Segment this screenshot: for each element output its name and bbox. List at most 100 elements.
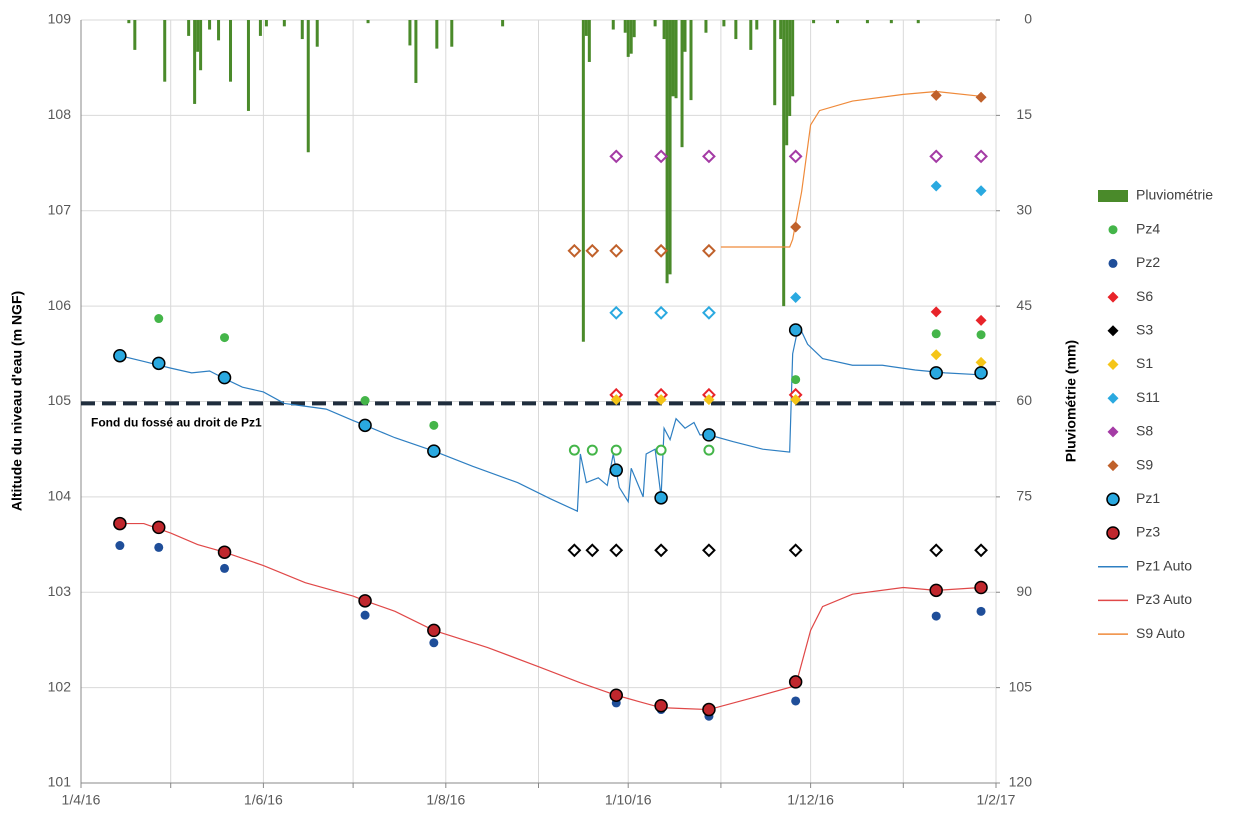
legend-label: S9 [1136,456,1153,472]
marker [931,611,941,621]
legend-label: Pz3 [1136,524,1160,540]
marker [702,305,716,320]
bar [782,20,786,307]
legend-swatch [1098,190,1128,202]
bar [674,20,678,99]
marker [567,543,582,558]
marker [220,333,230,343]
line [119,323,982,513]
legend-label: S11 [1136,389,1160,405]
marker [930,306,942,318]
bar [133,20,137,50]
bar [450,20,454,47]
bar [611,20,615,30]
marker [151,356,166,371]
legend-swatch [1107,359,1119,370]
marker [610,444,622,456]
marker [154,314,164,324]
x-tick-label: 1/10/16 [605,792,652,808]
marker [654,491,668,505]
legend-swatch [1106,526,1120,540]
marker [974,580,988,595]
marker [655,444,667,456]
bar [773,20,777,106]
bar [501,20,505,27]
marker [586,444,598,456]
legend-label: Pz4 [1136,220,1160,236]
marker [113,348,127,363]
bar [258,20,262,36]
y-tick-label: 105 [48,392,72,408]
marker [930,349,942,361]
marker [702,543,716,558]
marker [976,606,986,616]
bar [208,20,212,30]
line [119,522,982,711]
marker [975,314,987,326]
legend-swatch [1107,325,1119,337]
marker [788,149,803,164]
marker [585,243,600,258]
marker [609,243,624,258]
bar [779,20,783,40]
bar [671,20,675,97]
bar [629,20,633,54]
legend-swatch [1108,258,1118,268]
legend-label: Pz1 Auto [1136,557,1192,573]
y2-tick-label: 120 [1009,774,1033,790]
bar [785,20,789,146]
marker [929,366,943,380]
bar [865,20,869,24]
line [720,90,982,248]
marker [217,545,232,559]
bar [414,20,418,83]
bar [587,20,591,62]
legend-label: Pz1 [1136,490,1160,506]
marker [702,149,716,164]
marker [790,394,802,406]
bar [127,20,131,24]
marker [217,370,232,385]
bar [632,20,636,38]
y-tick-label: 106 [48,297,72,313]
bar [683,20,687,52]
marker [702,702,716,717]
y-tick-label: 109 [48,11,72,27]
x-tick-label: 1/6/16 [244,792,283,808]
y-tick-label: 104 [48,488,72,504]
bar [626,20,630,57]
bar [300,20,304,40]
bar [193,20,197,104]
legend-swatch [1107,460,1119,472]
marker [975,91,987,103]
marker [703,444,715,456]
marker [609,305,624,320]
marker [929,583,943,598]
marker [791,375,801,385]
bar [581,20,585,342]
marker [702,428,716,442]
marker [654,543,669,558]
legend-label: S1 [1136,355,1153,371]
marker [360,610,370,620]
marker [791,696,801,706]
bar [584,20,588,36]
marker [654,305,669,320]
marker [790,221,802,233]
marker [974,149,988,164]
bar [187,20,191,36]
y2-tick-label: 0 [1024,11,1032,27]
bar [199,20,203,71]
x-tick-label: 1/8/16 [426,792,465,808]
bar [722,20,726,27]
y2-tick-label: 60 [1016,392,1032,408]
bar [916,20,920,24]
marker [654,149,669,164]
bar [734,20,738,40]
legend-label: S3 [1136,322,1153,338]
bar [408,20,412,46]
x-tick-label: 1/4/16 [62,792,101,808]
y2-axis-title: Pluviométrie (mm) [1063,340,1079,462]
y-tick-label: 107 [48,201,72,217]
legend-label: Pz2 [1136,254,1160,270]
